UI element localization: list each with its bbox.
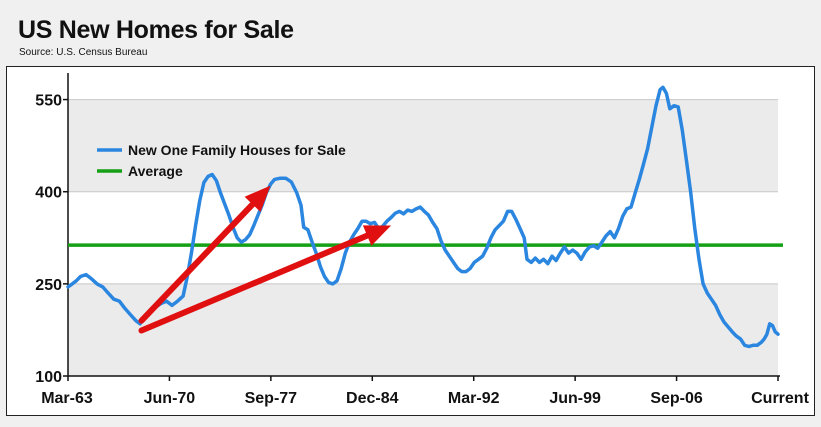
x-tick-label: Sep-06: [650, 390, 703, 407]
y-tick-label: 550: [35, 93, 62, 110]
legend-label-new-homes: New One Family Houses for Sale: [128, 142, 346, 158]
y-tick-label: 400: [35, 185, 62, 202]
x-tick-label: Current: [751, 390, 809, 407]
trend-arrow-head: [244, 185, 271, 212]
grid-band: [68, 283, 778, 376]
page-title: US New Homes for Sale: [18, 16, 294, 44]
x-tick-label: Jun-70: [144, 390, 196, 407]
chart-frame: 100 250 400 550 Mar-63 Jun-70 Sep-77 Dec-84 Mar-…: [6, 66, 815, 416]
x-tick-label: Dec-84: [346, 390, 399, 407]
page-subtitle: Source: U.S. Census Bureau: [19, 47, 148, 58]
x-tick-label: Mar-63: [41, 390, 93, 407]
legend-label-average: Average: [128, 163, 183, 179]
y-tick-label: 100: [35, 369, 62, 386]
line-chart: 100 250 400 550 Mar-63 Jun-70 Sep-77 Dec-84 Mar-…: [35, 73, 810, 407]
trend-arrow-shaft: [138, 201, 256, 324]
series-line-new-homes: [66, 85, 780, 349]
trend-arrow-shaft: [138, 232, 371, 334]
x-tick-label: Sep-77: [245, 390, 298, 407]
x-tick-label: Mar-92: [448, 390, 500, 407]
trend-arrow-head: [362, 225, 392, 246]
y-tick-label: 250: [35, 277, 62, 294]
x-tick-label: Jun-99: [549, 390, 601, 407]
grid-band: [68, 99, 778, 192]
